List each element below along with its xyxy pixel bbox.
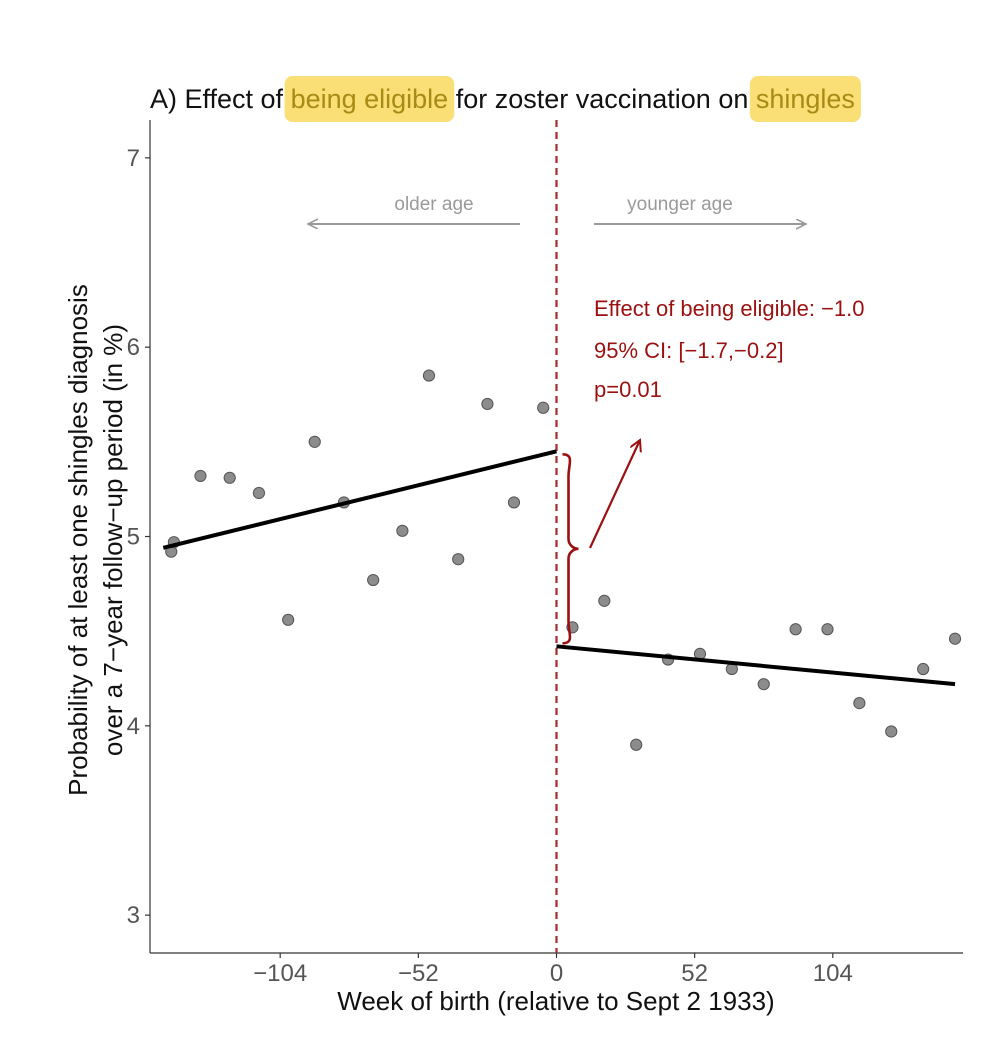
y-tick-label: 4: [127, 713, 140, 740]
data-point: [948, 632, 962, 645]
data-point: [252, 486, 266, 500]
title-prefix: A) Effect of: [150, 84, 291, 114]
older-age-label: older age: [394, 194, 473, 215]
data-point: [885, 725, 898, 738]
y-tick-label: 6: [127, 334, 140, 361]
data-point: [194, 469, 207, 483]
data-point: [481, 397, 494, 411]
annotation-effect: Effect of being eligible: −1.0: [594, 296, 865, 321]
title-highlight-eligible: being eligible: [291, 84, 449, 114]
data-point: [223, 471, 236, 484]
chart-title: A) Effect of being eligible for zoster v…: [150, 84, 855, 114]
title-highlight-mark: [284, 76, 455, 122]
effect-arrow: [589, 440, 640, 549]
title-highlight-mark: [749, 76, 861, 122]
y-tick-label: 5: [127, 524, 140, 551]
fit-line: [162, 449, 557, 550]
data-point: [308, 435, 321, 448]
data-point: [537, 401, 550, 414]
data-point: [821, 623, 834, 636]
data-point: [422, 369, 436, 382]
data-point: [452, 553, 465, 566]
title-highlights: [284, 76, 861, 122]
y-axis-ticks: 3 4 5 6 7: [127, 145, 150, 929]
fit-lines: [162, 449, 956, 687]
title-highlight-shingles: shingles: [756, 84, 855, 114]
data-point: [507, 496, 521, 509]
data-point: [630, 738, 643, 751]
annotation-ci: 95% CI: [−1.7,−0.2]: [594, 338, 784, 363]
effect-brace: [562, 453, 579, 645]
data-points: [165, 369, 962, 751]
data-point: [367, 573, 380, 587]
younger-age-label: younger age: [627, 194, 733, 215]
data-point: [282, 613, 295, 626]
x-tick-label: −52: [398, 960, 439, 987]
y-axis-label: Probability of at least one shingles dia…: [63, 284, 128, 796]
x-axis-ticks: −104 −52 0 52 104: [253, 953, 853, 987]
y-axis-label-line2: over a 7−year follow−up period (in %): [98, 324, 128, 756]
x-tick-label: 104: [813, 960, 853, 987]
x-tick-label: 0: [550, 960, 563, 987]
annotation-pvalue: p=0.01: [594, 377, 662, 402]
y-tick-label: 7: [127, 145, 140, 172]
data-point: [789, 623, 802, 636]
y-tick-label: 3: [127, 902, 140, 929]
fit-line: [556, 644, 956, 687]
x-tick-label: −104: [253, 960, 307, 987]
title-middle: for zoster vaccination on: [448, 84, 756, 114]
data-point: [757, 678, 770, 691]
x-tick-label: 52: [681, 960, 708, 987]
x-axis-label: Week of birth (relative to Sept 2 1933): [337, 986, 774, 1016]
data-point: [396, 524, 409, 537]
y-axis-label-line1: Probability of at least one shingles dia…: [63, 284, 93, 796]
data-point: [853, 697, 866, 710]
data-point: [598, 594, 611, 607]
data-point: [917, 662, 930, 676]
